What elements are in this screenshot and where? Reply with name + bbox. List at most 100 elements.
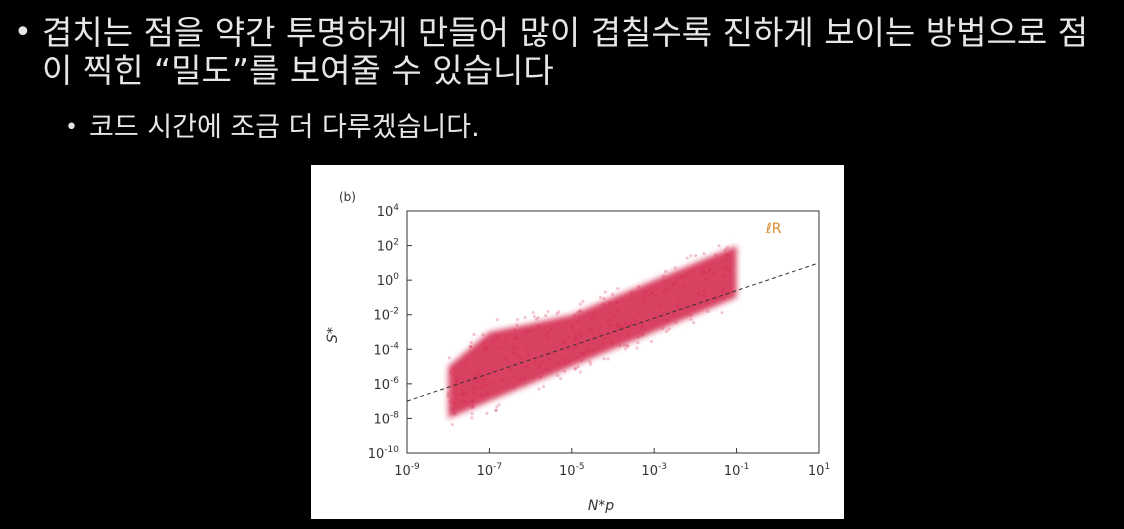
scatter-point: [576, 365, 580, 369]
density-layer: [448, 245, 737, 419]
scatter-point: [574, 336, 578, 341]
tick-label: 10-8: [373, 410, 399, 427]
scatter-point: [483, 346, 487, 351]
scatter-point: [636, 341, 640, 345]
scatter-point: [451, 410, 456, 415]
scatter-point: [516, 354, 520, 358]
scatter-point: [539, 375, 543, 380]
scatter-point: [461, 393, 465, 397]
scatter-point: [447, 356, 451, 360]
scatter-point: [455, 377, 459, 382]
scatter-point: [610, 342, 615, 346]
scatter-point: [504, 357, 508, 361]
scatter-point: [508, 367, 512, 372]
scatter-point: [559, 377, 563, 381]
scatter-point: [495, 405, 499, 409]
scatter-point: [471, 403, 475, 408]
scatter-point: [723, 266, 728, 271]
scatter-point: [576, 319, 580, 323]
scatter-point: [471, 405, 475, 409]
scatter-point: [653, 294, 657, 298]
scatter-point: [644, 291, 648, 295]
scatter-point: [685, 256, 689, 260]
scatter-point: [615, 324, 619, 328]
tick-label: 10-9: [394, 462, 420, 479]
scatter-figure: 10-9 10-7 10-5 10-3 10-1 101 104 102 100 10-2 10-4…: [311, 165, 844, 519]
scatter-point: [678, 299, 682, 304]
scatter-point: [573, 313, 577, 318]
scatter-point: [720, 289, 724, 294]
scatter-point: [576, 340, 580, 344]
scatter-point: [714, 297, 719, 301]
scatter-point: [470, 405, 474, 410]
scatter-point: [450, 406, 454, 411]
scatter-point: [712, 271, 716, 275]
scatter-point: [634, 319, 638, 323]
scatter-point: [671, 313, 676, 317]
scatter-point: [544, 313, 548, 318]
scatter-point: [723, 248, 727, 252]
scatter-point: [533, 359, 537, 364]
scatter-point: [614, 301, 618, 305]
bullet-2: • 코드 시간에 조금 더 다루겠습니다.: [65, 112, 480, 144]
scatter-point: [622, 343, 627, 348]
scatter-point: [469, 340, 473, 344]
scatter-point: [499, 347, 503, 351]
scatter-point: [523, 315, 527, 320]
scatter-point: [472, 391, 476, 395]
scatter-point: [629, 321, 633, 325]
scatter-point: [479, 385, 483, 389]
scatter-point: [640, 323, 645, 327]
scatter-point: [567, 336, 571, 340]
scatter-point: [620, 324, 624, 329]
scatter-point: [504, 339, 508, 343]
scatter-point: [722, 287, 726, 291]
scatter-point: [472, 378, 477, 382]
bullet-dot: •: [65, 115, 78, 140]
scatter-point: [456, 392, 460, 397]
scatter-point: [500, 378, 504, 382]
scatter-point: [481, 333, 485, 337]
scatter-point: [536, 324, 540, 328]
scatter-point: [489, 380, 493, 384]
scatter-point: [542, 360, 547, 364]
scatter-point: [557, 321, 561, 325]
scatter-point: [528, 329, 532, 333]
scatter-point: [602, 357, 606, 361]
scatter-point: [706, 309, 710, 314]
scatter-point: [607, 318, 611, 323]
scatter-point: [603, 290, 608, 294]
scatter-point: [518, 377, 522, 381]
scatter-point: [725, 252, 729, 257]
scatter-point: [537, 364, 541, 368]
scatter-point: [563, 361, 567, 365]
scatter-point: [664, 269, 668, 273]
scatter-point: [649, 339, 653, 344]
scatter-point: [465, 390, 469, 395]
scatter-point: [570, 324, 574, 329]
scatter-point: [704, 277, 708, 282]
scatter-point: [482, 341, 486, 345]
scatter-point: [598, 332, 603, 336]
scatter-point: [448, 399, 452, 403]
scatter-point: [694, 254, 698, 258]
x-axis-label: N*p: [588, 498, 614, 514]
scatter-point: [641, 332, 646, 336]
scatter-point: [512, 328, 517, 332]
scatter-point: [662, 290, 666, 294]
scatter-point: [629, 290, 633, 295]
scatter-point: [567, 359, 571, 363]
scatter-point: [689, 254, 693, 258]
scatter-point: [713, 253, 718, 257]
density-band: [448, 245, 737, 419]
scatter-point: [689, 313, 693, 318]
axis-ticks: 10-9 10-7 10-5 10-3 10-1 101 104 102 100 10-2 10-4…: [368, 203, 830, 479]
scatter-point: [485, 391, 490, 396]
scatter-point: [561, 357, 565, 361]
scatter-point: [495, 317, 499, 322]
trend-line: [406, 262, 820, 402]
scatter-point: [592, 311, 596, 315]
scatter-point: [446, 391, 450, 395]
scatter-point: [601, 302, 605, 306]
scatter-point: [449, 370, 453, 375]
